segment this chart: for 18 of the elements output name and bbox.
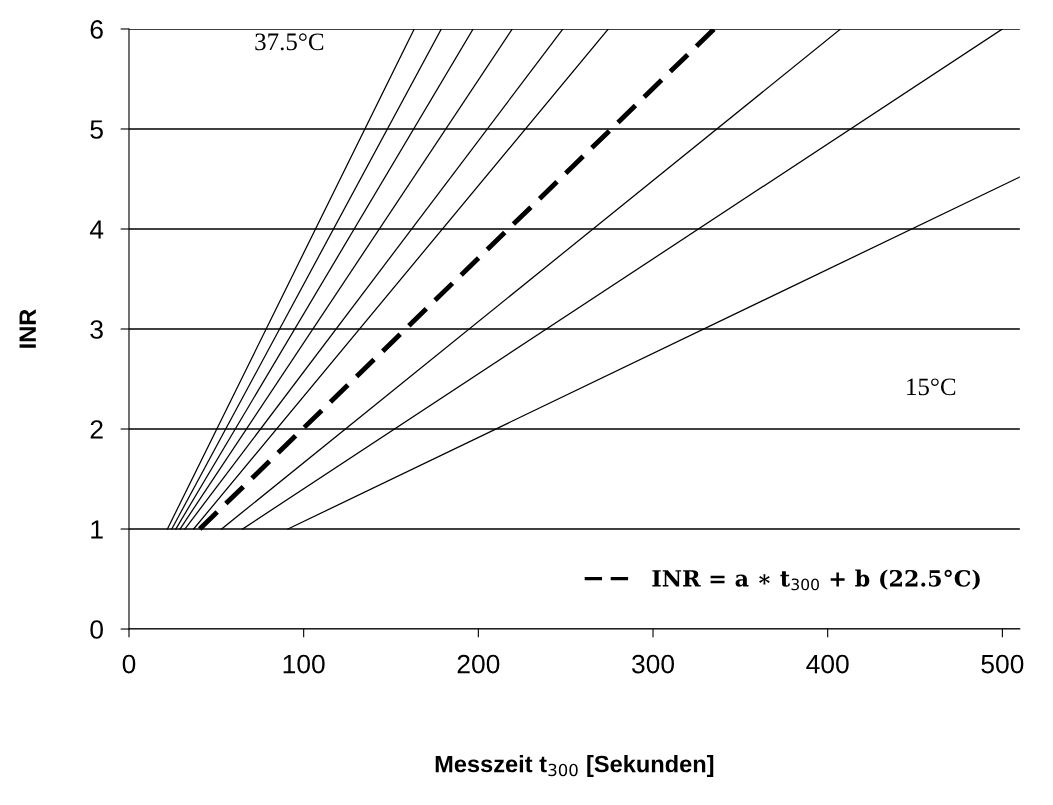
y-axis-title: INR [19, 309, 36, 348]
y-tick-label: 6 [90, 20, 103, 39]
x-tick-label: 100 [283, 654, 325, 674]
x-axis-title: Messzeit t$_{300}$ [Sekunden] [435, 755, 714, 778]
annotation: 15°C [907, 378, 956, 396]
y-tick-label: 1 [91, 520, 103, 539]
x-tick-label: 300 [632, 654, 674, 674]
y-tick-label: 4 [89, 220, 104, 239]
x-tick-label: 0 [122, 654, 136, 674]
x-tick-label: 500 [981, 654, 1024, 674]
legend-label: INR = a ∗ t$_{300}$ + b (22.5°C) [652, 569, 980, 591]
y-tick-label: 2 [90, 420, 103, 439]
y-tick-label: 3 [90, 320, 103, 339]
annotation: 37.5°C [255, 33, 324, 51]
y-tick-label: 5 [90, 120, 103, 139]
x-tick-label: 200 [457, 654, 500, 674]
x-tick-label: 400 [806, 654, 849, 674]
y-tick-label: 0 [90, 620, 103, 639]
